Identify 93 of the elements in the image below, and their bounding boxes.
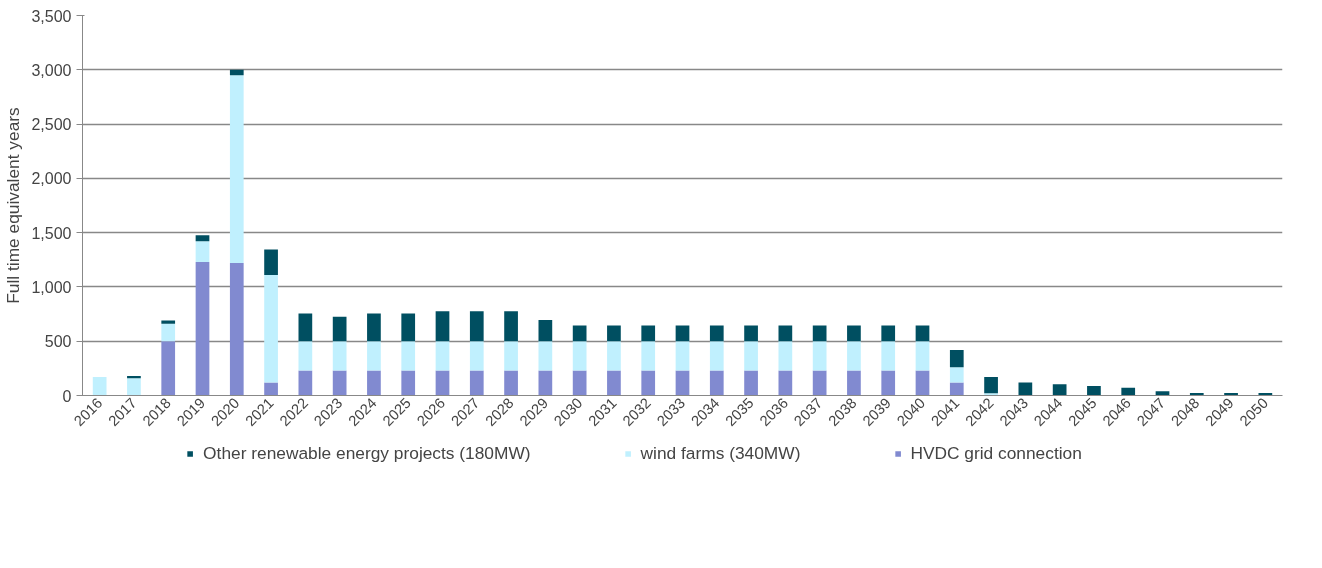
bar	[607, 341, 621, 371]
bar	[538, 370, 553, 396]
bar	[675, 341, 690, 371]
bar	[367, 313, 381, 342]
bar	[195, 261, 210, 396]
bar	[161, 341, 176, 396]
bar	[675, 370, 690, 396]
bar	[1052, 384, 1067, 396]
legend-label: wind farms (340MW)	[640, 442, 801, 464]
bar	[435, 311, 450, 342]
bar	[744, 341, 758, 371]
bar	[984, 377, 998, 394]
bar	[709, 341, 724, 371]
bar	[332, 370, 347, 396]
bar	[264, 382, 278, 396]
legend-label: Other renewable energy projects (180MW)	[203, 442, 531, 464]
bar	[504, 370, 518, 396]
bar	[744, 325, 758, 342]
bar	[984, 393, 998, 396]
bar	[538, 320, 553, 342]
bar	[127, 378, 141, 396]
bar	[332, 341, 347, 371]
bar	[607, 370, 621, 396]
bar	[847, 341, 861, 371]
bar	[195, 241, 210, 262]
bar	[675, 325, 690, 342]
bar	[778, 325, 793, 342]
bar	[847, 325, 861, 342]
bar	[915, 341, 930, 371]
bar	[332, 316, 347, 342]
y-tick-label: 2,000	[31, 170, 72, 188]
legend-label: HVDC grid connection	[910, 442, 1082, 464]
bar	[401, 370, 416, 396]
bar	[469, 311, 484, 342]
bar	[367, 341, 381, 371]
bar	[469, 370, 484, 396]
bar	[195, 235, 210, 242]
y-tick-label: 1,500	[31, 224, 72, 242]
bar	[709, 370, 724, 396]
bar	[949, 382, 964, 396]
y-tick-label: 2,500	[31, 116, 72, 134]
y-tick-label: 500	[44, 333, 72, 351]
bar	[298, 370, 313, 396]
bar	[469, 341, 484, 371]
bar	[1087, 385, 1101, 396]
bar	[92, 377, 107, 396]
bar	[572, 325, 587, 342]
bar	[264, 274, 278, 383]
bar	[915, 325, 930, 342]
bar	[367, 370, 381, 396]
bar	[641, 370, 656, 396]
bar	[298, 313, 313, 342]
bar	[847, 370, 861, 396]
bar	[881, 341, 896, 371]
bar	[778, 370, 793, 396]
bar	[607, 325, 621, 342]
bar	[949, 349, 964, 368]
bar	[744, 370, 758, 396]
y-axis-title: Full time equivalent years	[3, 106, 24, 304]
bar	[401, 313, 416, 342]
bar	[298, 341, 313, 371]
y-tick-label: 0	[62, 387, 72, 405]
bar	[504, 311, 518, 342]
bar	[709, 325, 724, 342]
bar	[915, 370, 930, 396]
bar	[229, 263, 244, 396]
bar	[881, 325, 896, 342]
bar	[1018, 382, 1033, 396]
bar	[435, 370, 450, 396]
y-tick-label: 3,000	[31, 61, 72, 79]
bar	[881, 370, 896, 396]
bar	[812, 370, 827, 396]
y-tick-label: 1,000	[31, 278, 72, 296]
bar	[161, 320, 176, 324]
bar	[127, 375, 141, 379]
bar	[538, 341, 553, 371]
bar	[812, 325, 827, 342]
bar	[572, 370, 587, 396]
bar	[229, 69, 244, 76]
bar	[161, 323, 176, 342]
bar	[812, 341, 827, 371]
bar	[435, 341, 450, 371]
bar	[401, 341, 416, 371]
bar	[572, 341, 587, 371]
bar	[229, 75, 244, 264]
bar	[1121, 387, 1136, 396]
y-tick-label: 3,500	[31, 7, 72, 25]
bar	[778, 341, 793, 371]
bar	[949, 367, 964, 383]
bar	[264, 249, 278, 275]
bar	[641, 325, 656, 342]
bar	[641, 341, 656, 371]
bar	[504, 341, 518, 371]
